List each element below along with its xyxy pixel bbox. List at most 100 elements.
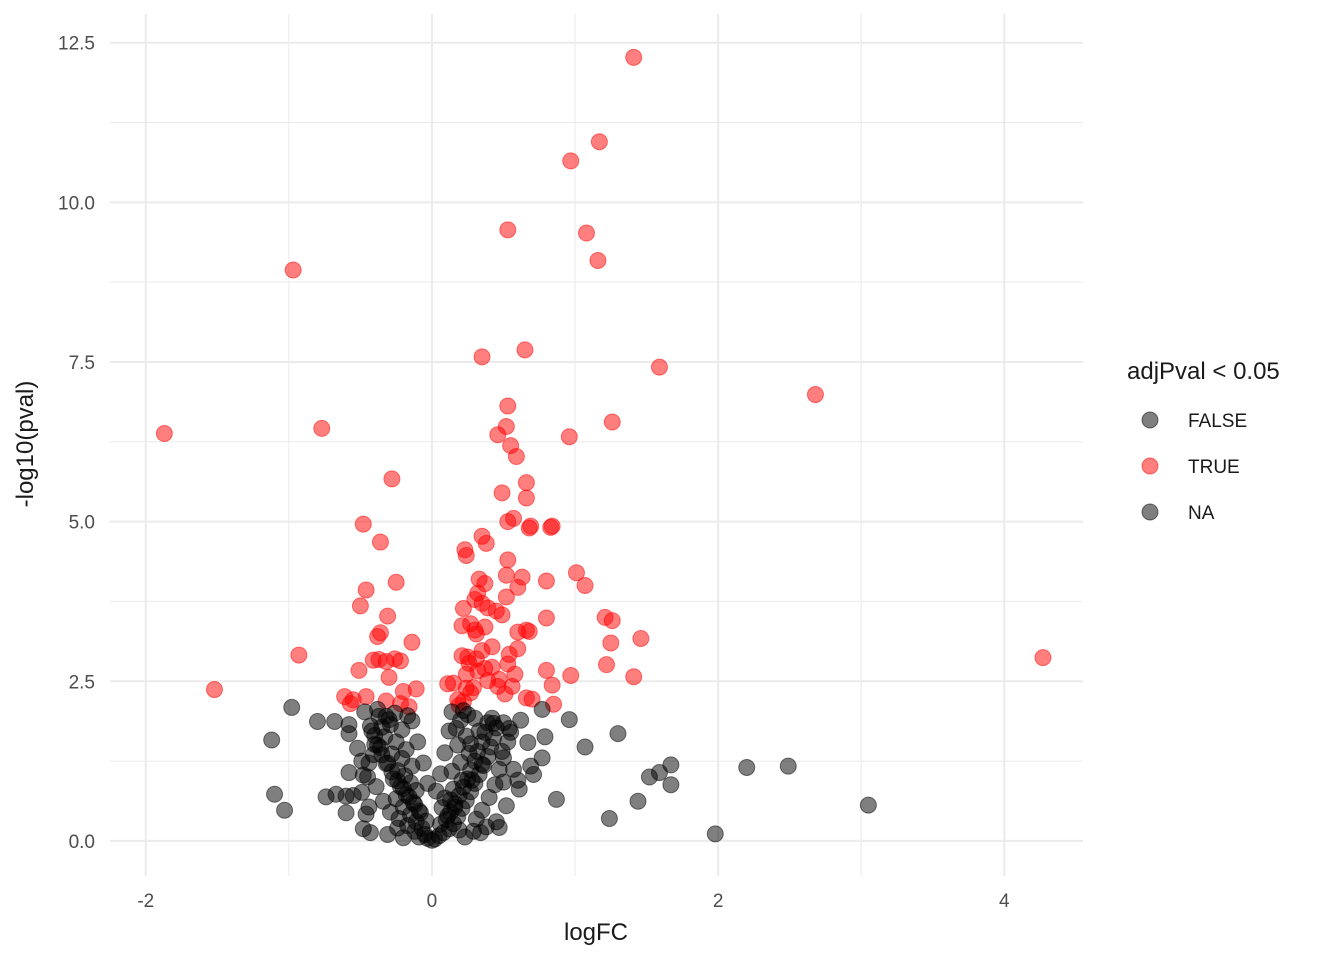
point-true	[602, 634, 620, 652]
y-tick-label: 5.0	[69, 513, 95, 534]
point-true	[625, 668, 643, 686]
point-true	[350, 661, 368, 679]
point-false	[433, 799, 451, 817]
point-true	[284, 261, 302, 279]
point-false	[576, 738, 594, 756]
point-false	[414, 754, 432, 772]
point-true	[380, 668, 398, 686]
y-tick-label: 10.0	[58, 193, 95, 214]
point-true	[603, 612, 621, 630]
legend-key-true	[1141, 457, 1159, 475]
point-true	[499, 513, 517, 531]
point-true	[205, 681, 223, 699]
point-false	[494, 749, 512, 767]
point-true	[632, 629, 650, 647]
tick-labels: -2 0 2 4 0.0 2.5 5.0 7.5 10.0 12.5	[58, 34, 1010, 912]
data-points	[155, 48, 1052, 849]
y-axis-title: -log10(pval)	[12, 381, 39, 508]
point-false	[859, 796, 877, 814]
legend-label-true: TRUE	[1188, 457, 1240, 478]
point-false	[349, 739, 367, 757]
point-true	[806, 386, 824, 404]
y-tick-label: 2.5	[69, 672, 95, 693]
point-false	[276, 801, 294, 819]
point-true	[598, 656, 616, 674]
point-true	[499, 551, 517, 569]
point-true	[537, 609, 555, 627]
point-true	[313, 419, 331, 437]
point-false	[600, 810, 618, 828]
point-true	[371, 533, 389, 551]
point-true	[625, 48, 643, 66]
point-false	[533, 700, 551, 718]
point-false	[525, 765, 543, 783]
point-true	[454, 599, 472, 617]
legend-key-na	[1141, 503, 1159, 521]
point-false	[533, 749, 551, 767]
point-false	[662, 776, 680, 794]
point-false	[443, 703, 461, 721]
point-true	[439, 675, 457, 693]
point-false	[427, 782, 445, 800]
point-false	[364, 746, 382, 764]
point-true	[560, 428, 578, 446]
point-true	[520, 519, 538, 537]
point-true	[369, 628, 387, 646]
point-false	[473, 801, 491, 819]
point-true	[377, 652, 395, 670]
point-true	[493, 484, 511, 502]
point-true	[379, 607, 397, 625]
point-false	[497, 797, 515, 815]
point-true	[499, 221, 517, 239]
gridlines	[110, 14, 1083, 876]
point-true	[542, 518, 560, 536]
x-tick-label: 2	[713, 891, 724, 912]
point-false	[738, 758, 756, 776]
point-true	[507, 447, 525, 465]
point-false	[308, 712, 326, 730]
y-tick-label: 12.5	[58, 34, 95, 55]
point-true	[537, 572, 555, 590]
point-true	[589, 251, 607, 269]
point-false	[361, 824, 379, 842]
point-true	[1034, 649, 1052, 667]
point-true	[391, 652, 409, 670]
legend-title: adjPval < 0.05	[1127, 358, 1280, 385]
point-false	[266, 785, 284, 803]
point-false	[381, 803, 399, 821]
legend-label-na: NA	[1188, 503, 1215, 524]
point-true	[473, 348, 491, 366]
point-true	[509, 578, 527, 596]
point-false	[436, 744, 454, 762]
point-true	[341, 695, 359, 713]
point-true	[517, 489, 535, 507]
point-true	[489, 426, 507, 444]
point-true	[497, 566, 515, 584]
point-true	[537, 661, 555, 679]
point-false	[283, 698, 301, 716]
point-true	[351, 597, 369, 615]
point-false	[470, 722, 488, 740]
y-tick-label: 7.5	[69, 353, 95, 374]
point-false	[640, 768, 658, 786]
y-tick-label: 0.0	[69, 832, 95, 853]
point-false	[399, 707, 417, 725]
point-false	[483, 709, 501, 727]
point-false	[450, 821, 468, 839]
point-true	[509, 623, 527, 641]
point-false	[536, 728, 554, 746]
point-true	[387, 573, 405, 591]
point-true	[467, 625, 485, 643]
point-false	[547, 790, 565, 808]
point-true	[497, 588, 515, 606]
point-false	[340, 725, 358, 743]
point-true	[516, 341, 534, 359]
point-true	[603, 413, 621, 431]
point-false	[629, 792, 647, 810]
point-true	[354, 515, 372, 533]
point-false	[609, 725, 627, 743]
point-false	[519, 734, 537, 752]
point-true	[493, 606, 511, 624]
point-true	[290, 646, 308, 664]
point-false	[440, 722, 458, 740]
